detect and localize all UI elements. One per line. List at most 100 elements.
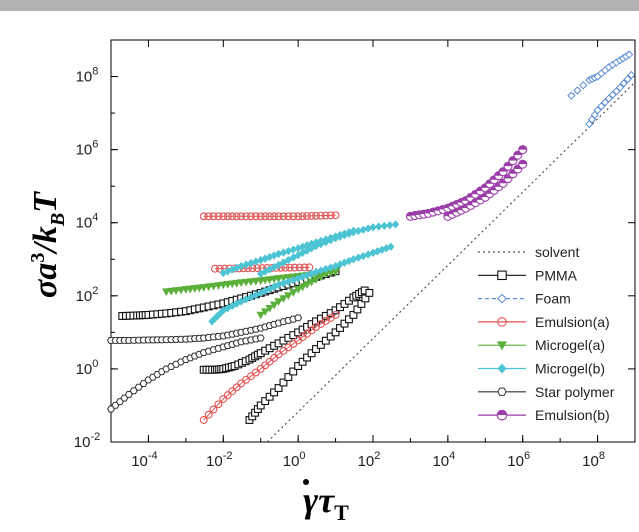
legend-item-emulsion-b-: Emulsion(b)	[478, 407, 610, 423]
half-circle-marker	[496, 409, 508, 421]
triangle-marker	[256, 311, 265, 320]
circle-marker	[326, 211, 335, 220]
diamond-marker	[573, 86, 582, 95]
hexagon-marker	[256, 334, 265, 342]
triangle-marker	[251, 277, 261, 286]
triangle-marker	[274, 298, 283, 306]
circle-marker	[199, 416, 208, 424]
diamond-marker	[625, 50, 634, 59]
legend-item-pmma: PMMA	[478, 267, 578, 283]
triangle-marker	[214, 282, 223, 290]
square-marker	[345, 315, 353, 324]
legend-label: solvent	[535, 244, 579, 260]
square-marker	[307, 349, 316, 358]
plot-frame	[110, 39, 636, 443]
diamond-marker	[579, 81, 588, 90]
x-tick-label: 106	[507, 450, 530, 470]
triangle-marker	[279, 295, 288, 303]
triangle-marker	[241, 278, 251, 287]
triangle-marker	[289, 289, 298, 297]
triangle-marker	[260, 308, 270, 316]
square-marker	[361, 294, 370, 303]
axis-ticks: 10-4 10-2 100 102 104 106 108 10-2 100 102 104 106 1…	[74, 39, 636, 470]
triangle-marker	[284, 292, 293, 300]
x-tick-label: 100	[283, 450, 306, 470]
triangle-marker	[176, 286, 186, 295]
circle-marker	[214, 212, 223, 221]
circle-marker	[232, 383, 241, 392]
circle-marker	[215, 264, 224, 273]
legend-label: Emulsion(b)	[535, 407, 610, 423]
square-marker	[303, 353, 312, 362]
diamond-marker	[619, 79, 628, 88]
diamond-marker	[387, 242, 395, 252]
half-circle-marker	[518, 159, 528, 169]
diamond-marker	[497, 363, 507, 374]
svg-text:γτT: γτT	[303, 480, 349, 525]
y-tick-label: 104	[76, 212, 99, 232]
square-marker	[497, 270, 507, 281]
series-pmma	[245, 288, 374, 424]
circle-marker	[223, 391, 232, 400]
circle-marker	[246, 212, 255, 221]
series-microgel-b-	[256, 220, 400, 279]
circle-marker	[284, 212, 293, 221]
square-marker	[331, 328, 340, 337]
hexagon-marker	[294, 314, 303, 322]
legend-label: Microgel(a)	[535, 337, 605, 353]
y-tick-label: 102	[76, 285, 99, 305]
circle-marker	[219, 395, 228, 403]
hexagon-marker	[497, 387, 507, 396]
circle-marker	[295, 263, 304, 272]
circle-marker	[279, 212, 288, 221]
triangle-marker	[246, 278, 256, 287]
square-marker	[274, 384, 283, 392]
legend-item-foam: Foam	[478, 291, 571, 307]
series-star-polymer	[107, 314, 303, 344]
circle-marker	[256, 212, 265, 221]
diamond-marker	[623, 75, 632, 84]
diamond-marker	[380, 221, 388, 231]
square-marker	[340, 319, 349, 328]
x-tick-label: 108	[582, 450, 605, 470]
square-marker	[279, 378, 288, 387]
half-circle-fill	[518, 160, 527, 165]
triangle-marker	[236, 279, 246, 288]
data-series	[107, 50, 636, 443]
circle-marker	[331, 310, 340, 319]
circle-marker	[285, 263, 294, 272]
circle-marker	[204, 410, 213, 419]
triangle-marker	[302, 281, 312, 289]
diamond-marker	[627, 70, 636, 80]
triangle-marker	[162, 288, 171, 297]
series-microgel-b-	[208, 242, 395, 326]
top-border-bar	[0, 0, 639, 11]
triangle-marker	[298, 283, 307, 292]
legend-label: Foam	[535, 291, 571, 307]
square-marker	[321, 336, 330, 345]
diamond-marker	[600, 98, 610, 107]
triangle-marker	[265, 304, 274, 313]
circle-marker	[300, 263, 309, 272]
circle-marker	[312, 211, 320, 220]
diamond-marker	[593, 106, 602, 115]
square-marker	[256, 401, 265, 410]
series-pmma	[199, 286, 369, 374]
x-tick-label: 10-4	[131, 450, 157, 470]
series-foam	[567, 50, 634, 100]
legend: solvent PMMA Foam Emulsion(a) Microgel(a) Mic…	[478, 244, 615, 423]
legend-item-microgel-b-: Microgel(b)	[478, 361, 605, 377]
circle-marker	[211, 264, 219, 273]
circle-marker	[251, 212, 260, 221]
triangle-marker	[307, 278, 316, 287]
diamond-marker	[497, 293, 507, 304]
triangle-marker	[171, 287, 181, 295]
diamond-marker	[567, 91, 576, 100]
triangle-marker	[279, 274, 288, 283]
circle-marker	[290, 263, 299, 272]
legend-label: Microgel(b)	[535, 361, 605, 377]
triangle-marker	[274, 275, 283, 283]
series-star-polymer	[107, 334, 265, 413]
series-microgel-b-	[219, 226, 358, 278]
